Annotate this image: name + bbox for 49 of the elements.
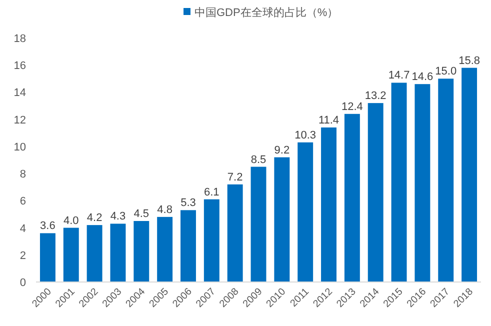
y-tick-label: 4	[20, 222, 26, 235]
bar	[157, 216, 173, 282]
data-label: 11.4	[318, 114, 340, 126]
bar	[250, 166, 266, 282]
bar	[110, 224, 126, 282]
data-label: 4.3	[110, 210, 126, 223]
legend-label: 中国GDP在全球的占比（%）	[194, 6, 338, 19]
y-tick-label: 6	[20, 196, 26, 208]
data-label: 13.2	[364, 90, 386, 102]
data-label: 4.2	[86, 212, 102, 224]
bar	[40, 233, 56, 282]
y-tick-label: 8	[20, 168, 26, 181]
data-label: 4.5	[134, 208, 150, 220]
bar	[438, 78, 454, 282]
bar	[391, 82, 407, 282]
data-label: 6.1	[204, 186, 220, 198]
y-tick-label: 0	[20, 277, 26, 289]
data-label: 7.2	[227, 171, 243, 184]
bar	[134, 221, 150, 282]
bar	[204, 199, 220, 282]
bar	[180, 210, 196, 282]
data-label: 10.3	[294, 129, 316, 142]
data-label: 15.0	[435, 66, 457, 78]
bar	[298, 142, 314, 282]
bar	[274, 157, 290, 282]
bar	[368, 103, 384, 282]
data-label: 4.8	[157, 204, 172, 216]
bar	[63, 228, 79, 282]
bar	[227, 184, 243, 282]
data-label: 12.4	[341, 100, 363, 113]
y-tick-label: 18	[14, 33, 26, 45]
bar	[344, 114, 360, 282]
data-label: 14.6	[412, 71, 434, 84]
data-label: 4.0	[63, 214, 79, 227]
bar	[86, 225, 102, 282]
data-label: 8.5	[250, 154, 266, 166]
y-tick-label: 14	[14, 87, 26, 100]
data-label: 3.6	[40, 220, 56, 232]
data-label: 5.3	[180, 197, 196, 210]
bar	[462, 68, 478, 282]
y-tick-label: 16	[14, 60, 26, 72]
data-label: 14.7	[388, 70, 410, 82]
y-tick-label: 12	[14, 114, 26, 126]
y-tick-label: 10	[14, 141, 26, 154]
data-label: 9.2	[274, 144, 290, 156]
data-label: 15.8	[458, 54, 480, 67]
y-tick-label: 2	[20, 250, 26, 262]
bar	[321, 127, 336, 282]
bar	[414, 84, 430, 282]
